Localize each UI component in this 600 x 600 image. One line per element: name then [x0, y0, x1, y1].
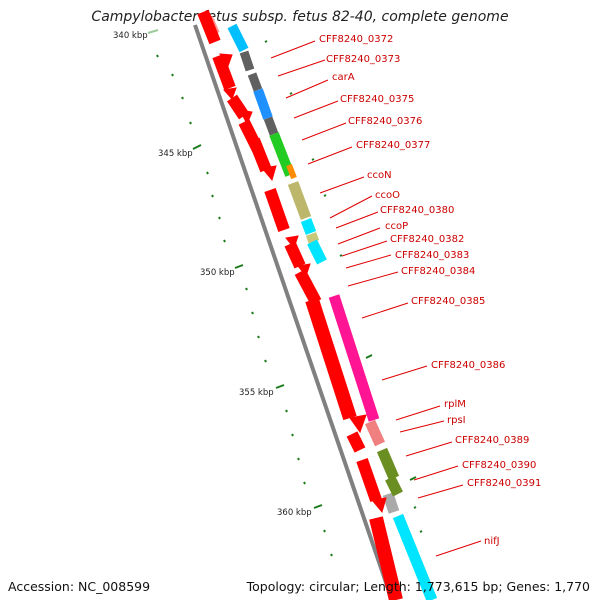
gene-label: CFF8240_0377 — [356, 140, 430, 151]
scale-label: 340 kbp — [113, 31, 148, 41]
backbone-line — [193, 24, 394, 600]
gene-label: CFF8240_0384 — [401, 266, 475, 277]
label-leaders — [270, 40, 482, 557]
gene-label: CFF8240_0383 — [395, 250, 469, 261]
scale-label: 360 kbp — [277, 508, 312, 518]
gene-label: CFF8240_0391 — [467, 478, 541, 489]
feature-track — [203, 15, 438, 600]
scale-label: 345 kbp — [158, 149, 193, 159]
map-title: Campylobacter fetus subsp. fetus 82-40, … — [91, 9, 509, 25]
accession-label: Accession: NC_008599 — [8, 579, 151, 594]
gene-label: CFF8240_0390 — [462, 460, 536, 471]
scale-ticks — [156, 40, 423, 557]
gap-marker — [239, 50, 255, 72]
gene-label: nifJ — [484, 536, 500, 547]
gene-label: CFF8240_0385 — [411, 296, 485, 307]
gene-label: rpsI — [447, 415, 466, 426]
genome-summary: Topology: circular; Length: 1,773,615 bp… — [246, 579, 590, 594]
gene-label: CFF8240_0376 — [348, 116, 422, 127]
gap-marker — [263, 116, 279, 136]
gene-label: CFF8240_0386 — [431, 360, 505, 371]
gene-label: ccoO — [375, 190, 400, 201]
scale-label: 350 kbp — [200, 268, 235, 278]
gene-label: ccoP — [385, 221, 408, 232]
gap-marker — [247, 72, 263, 92]
scale-tick-major — [147, 29, 159, 34]
gene-label: ccoN — [367, 170, 392, 181]
gene-label: CFF8240_0380 — [380, 205, 454, 216]
gene-label: CFF8240_0389 — [455, 435, 529, 446]
gene-label: CFF8240_0372 — [319, 34, 393, 45]
gene-label: rplM — [444, 399, 466, 410]
gap-marker — [382, 492, 400, 514]
gene-label: CFF8240_0382 — [390, 234, 464, 245]
cds-track — [197, 9, 403, 600]
gene-label: CFF8240_0375 — [340, 94, 414, 105]
scale-label: 355 kbp — [239, 388, 274, 398]
gene-label: CFF8240_0373 — [326, 54, 400, 65]
gene-label: carA — [332, 72, 355, 83]
